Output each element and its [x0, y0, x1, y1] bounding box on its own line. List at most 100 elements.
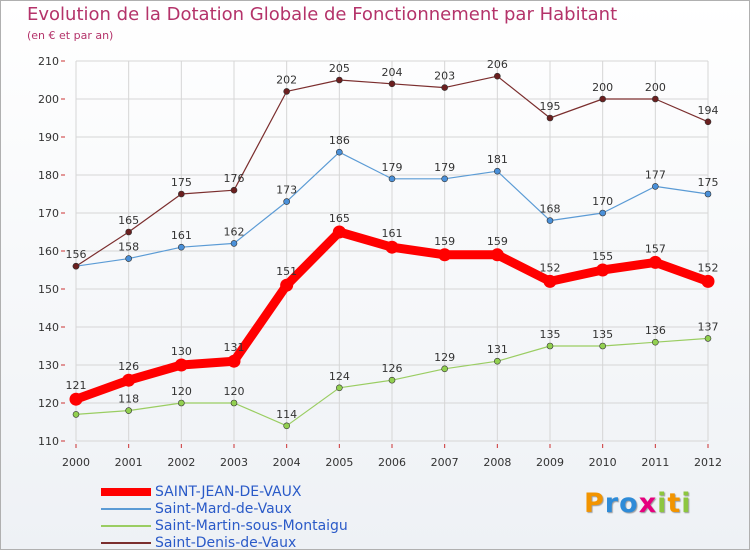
- x-tick-label: 2006: [378, 456, 406, 469]
- y-tick-label: 190: [38, 131, 59, 144]
- data-label: 195: [540, 100, 561, 113]
- x-tick-label: 2012: [694, 456, 722, 469]
- legend-label: Saint-Mard-de-Vaux: [155, 501, 292, 517]
- data-label: 137: [698, 320, 719, 333]
- x-tick-label: 2011: [641, 456, 669, 469]
- data-label: 152: [540, 261, 561, 274]
- data-label: 179: [382, 161, 403, 174]
- data-point: [441, 175, 448, 183]
- data-point: [174, 358, 188, 372]
- data-label: 156: [66, 248, 87, 261]
- data-label: 200: [592, 81, 613, 94]
- logo-letter: P: [584, 488, 605, 519]
- x-tick-label: 2010: [589, 456, 617, 469]
- data-label: 135: [592, 328, 613, 341]
- data-label: 173: [276, 184, 297, 197]
- data-label: 206: [487, 58, 508, 71]
- data-point: [283, 198, 290, 205]
- y-tick-label: 140: [38, 321, 59, 334]
- data-point: [494, 167, 501, 175]
- data-point: [543, 274, 557, 288]
- data-point: [596, 263, 610, 277]
- data-label: 176: [224, 172, 245, 185]
- data-point: [652, 95, 659, 103]
- data-label: 159: [434, 235, 455, 248]
- logo-letter: o: [619, 488, 639, 519]
- data-label: 151: [276, 265, 297, 278]
- data-point: [701, 274, 715, 288]
- data-label: 155: [592, 250, 613, 263]
- data-label: 170: [592, 195, 613, 208]
- data-label: 179: [434, 161, 455, 174]
- data-point: [230, 186, 238, 194]
- data-point: [388, 175, 396, 183]
- y-tick-label: 150: [38, 283, 59, 296]
- x-tick-label: 2002: [167, 456, 195, 469]
- data-point: [283, 88, 290, 95]
- data-label: 200: [645, 81, 666, 94]
- data-label: 131: [224, 341, 245, 354]
- x-tick-label: 2005: [325, 456, 353, 469]
- data-point: [332, 225, 346, 239]
- data-point: [230, 240, 238, 247]
- data-point: [125, 255, 132, 262]
- data-point: [280, 278, 294, 292]
- legend-label: Saint-Denis-de-Vaux: [155, 535, 297, 551]
- logo-letter: i: [657, 488, 668, 519]
- data-point: [546, 114, 554, 122]
- chart-subtitle: (en € et par an): [27, 29, 114, 42]
- y-tick-label: 170: [38, 207, 59, 220]
- y-tick-label: 120: [38, 397, 59, 410]
- x-tick-label: 2004: [273, 456, 301, 469]
- data-point: [178, 399, 185, 407]
- data-label: 131: [487, 343, 508, 356]
- legend-label: Saint-Martin-sous-Montaigu: [155, 518, 348, 534]
- data-point: [125, 228, 132, 236]
- series-saint-mard-de-vaux: 158 161 162 173 186 179 179 181 168 170 177 175: [72, 134, 719, 270]
- data-label: 161: [382, 227, 403, 240]
- data-point: [704, 335, 712, 342]
- legend-swatch: [101, 525, 151, 527]
- series-saint-jean-de-vaux: 121 126 130 131 151 165 161 159 159 152 155 157 152: [66, 212, 719, 406]
- y-tick-label: 160: [38, 245, 59, 258]
- data-point: [283, 422, 290, 430]
- y-tick-label: 110: [38, 435, 59, 448]
- legend-swatch: [101, 508, 151, 510]
- data-point: [494, 357, 501, 365]
- data-label: 130: [171, 345, 192, 358]
- data-label: 121: [66, 379, 87, 392]
- data-point: [494, 72, 501, 80]
- data-label: 158: [118, 241, 139, 254]
- logo-letter: x: [638, 488, 658, 519]
- data-label: 181: [487, 153, 508, 166]
- y-tick-label: 210: [38, 55, 59, 68]
- data-point: [178, 190, 185, 198]
- x-tick-label: 2007: [431, 456, 459, 469]
- x-tick-label: 2003: [220, 456, 248, 469]
- data-point: [336, 384, 343, 392]
- data-label: 161: [171, 229, 192, 242]
- series-saint-martin-sous-montaigu: 118 120 120 114 124 126 129 131 135 135 136 137: [72, 320, 719, 430]
- data-point: [546, 342, 554, 350]
- series-saint-denis-de-vaux: 156 165 175 176 202 205 204 203 206 195 200 200 194: [66, 58, 719, 270]
- data-label: 168: [540, 203, 561, 216]
- data-point: [704, 118, 712, 126]
- data-point: [230, 399, 238, 407]
- data-label: 120: [171, 385, 192, 398]
- data-point: [227, 354, 241, 368]
- data-point: [652, 183, 659, 190]
- data-label: 135: [540, 328, 561, 341]
- data-label: 194: [698, 104, 719, 117]
- data-point: [648, 255, 662, 269]
- logo-letter: r: [604, 488, 620, 519]
- data-point: [388, 376, 396, 384]
- data-point: [599, 209, 606, 217]
- chart-title: Evolution de la Dotation Globale de Fonc…: [27, 4, 618, 25]
- legend-swatch: [101, 542, 151, 544]
- data-label: 120: [224, 385, 245, 398]
- data-point: [441, 365, 448, 373]
- data-point: [336, 76, 343, 84]
- data-label: 124: [329, 370, 350, 383]
- data-label: 204: [382, 66, 403, 79]
